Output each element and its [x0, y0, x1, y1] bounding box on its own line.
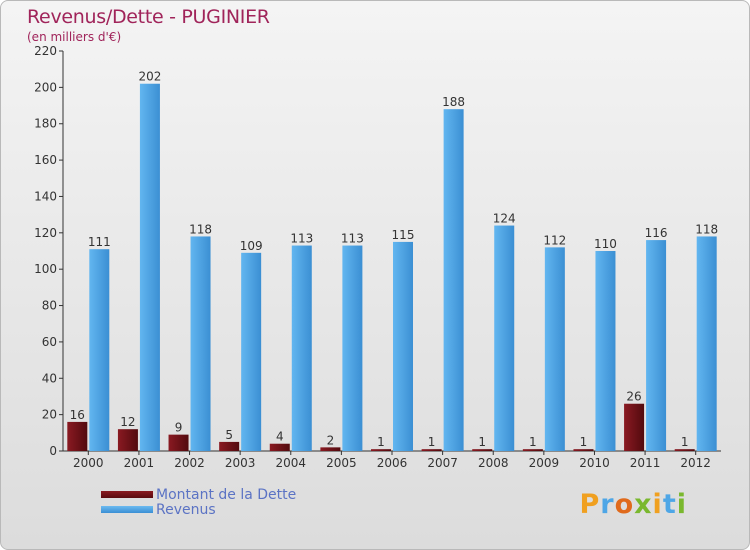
revenue-data-label: 113	[290, 232, 313, 246]
x-tick-label: 2000	[73, 456, 104, 470]
chart-subtitle: (en milliers d'€)	[27, 30, 122, 44]
revenue-bar	[342, 245, 363, 451]
revenue-data-label: 113	[341, 232, 364, 246]
debt-data-label: 2	[327, 433, 335, 447]
debt-bar	[522, 449, 543, 451]
debt-bar	[624, 403, 645, 451]
x-tick-label: 2007	[427, 456, 458, 470]
y-tick-label: 40	[42, 371, 57, 385]
debt-data-label: 1	[681, 435, 689, 449]
y-tick-label: 20	[42, 408, 57, 422]
debt-data-label: 9	[175, 421, 183, 435]
y-tick-label: 60	[42, 335, 57, 349]
revenue-bar	[190, 236, 211, 451]
y-tick-label: 100	[34, 262, 57, 276]
logo-letter: t	[662, 489, 677, 520]
debt-bar	[168, 434, 189, 451]
revenue-data-label: 202	[138, 70, 161, 84]
revenue-data-label: 111	[88, 235, 111, 249]
debt-bar	[421, 449, 442, 451]
debt-bar	[573, 449, 594, 451]
revenue-data-label: 116	[645, 226, 668, 240]
revenue-bar	[139, 83, 160, 452]
x-tick-label: 2003	[225, 456, 256, 470]
debt-bar	[67, 421, 88, 451]
debt-data-label: 4	[276, 430, 284, 444]
revenue-data-label: 118	[695, 222, 718, 236]
proxiti-logo: Proxiti	[579, 489, 687, 520]
revenue-bar	[393, 241, 413, 451]
debt-bar	[371, 449, 391, 451]
debt-data-label: 1	[428, 435, 436, 449]
y-tick-label: 180	[34, 117, 57, 131]
revenue-data-label: 110	[594, 237, 617, 251]
y-tick-label: 220	[34, 44, 57, 58]
x-tick-label: 2004	[275, 456, 306, 470]
x-tick-label: 2011	[630, 456, 661, 470]
revenue-data-label: 112	[543, 233, 566, 247]
debt-bar	[269, 443, 290, 451]
revenue-bar	[89, 249, 110, 451]
debt-data-label: 26	[626, 390, 641, 404]
revenue-bar	[544, 247, 565, 451]
logo-letter: i	[652, 489, 663, 520]
debt-bar	[472, 449, 493, 451]
logo-letter: i	[676, 489, 687, 520]
revenue-bar	[646, 240, 667, 451]
x-tick-label: 2010	[579, 456, 610, 470]
x-tick-label: 2001	[124, 456, 155, 470]
x-tick-label: 2008	[478, 456, 509, 470]
revenue-bar	[241, 252, 262, 451]
revenue-bar	[696, 236, 717, 451]
revenue-data-label: 118	[189, 222, 212, 236]
y-tick-label: 80	[42, 299, 57, 313]
revenue-bar	[291, 245, 312, 451]
debt-bar	[219, 441, 240, 451]
y-tick-label: 140	[34, 189, 57, 203]
legend-label-debt: Montant de la Dette	[156, 487, 297, 503]
revenue-data-label: 188	[442, 95, 465, 109]
debt-data-label: 1	[529, 435, 537, 449]
revenue-bar	[443, 109, 464, 451]
revenue-bar	[595, 251, 616, 451]
legend-swatch-revenue	[101, 506, 153, 513]
y-tick-label: 0	[49, 444, 57, 458]
y-tick-label: 160	[34, 153, 57, 167]
debt-data-label: 1	[478, 435, 486, 449]
y-tick-label: 200	[34, 80, 57, 94]
x-tick-label: 2005	[326, 456, 357, 470]
debt-bar	[674, 449, 695, 451]
x-tick-label: 2002	[174, 456, 205, 470]
revenue-data-label: 124	[493, 212, 516, 226]
revenue-bar	[494, 225, 515, 451]
logo-letter: r	[600, 489, 615, 520]
debt-data-label: 12	[120, 415, 135, 429]
debt-data-label: 5	[225, 428, 233, 442]
debt-data-label: 16	[70, 408, 85, 422]
logo-letter: P	[579, 489, 601, 520]
debt-bar	[117, 429, 138, 451]
x-tick-label: 2009	[529, 456, 560, 470]
x-tick-label: 2006	[377, 456, 408, 470]
y-tick-label: 120	[34, 226, 57, 240]
debt-data-label: 1	[580, 435, 588, 449]
legend-swatch-debt	[101, 491, 153, 498]
logo-letter: o	[614, 489, 635, 520]
debt-data-label: 1	[377, 435, 385, 449]
debt-bar	[320, 447, 341, 451]
logo-letter: x	[634, 489, 653, 520]
chart-title: Revenus/Dette - PUGINIER	[27, 6, 270, 28]
revenue-data-label: 115	[392, 228, 415, 242]
x-tick-label: 2012	[680, 456, 711, 470]
legend-label-revenue: Revenus	[156, 502, 216, 518]
revenue-data-label: 109	[240, 239, 263, 253]
